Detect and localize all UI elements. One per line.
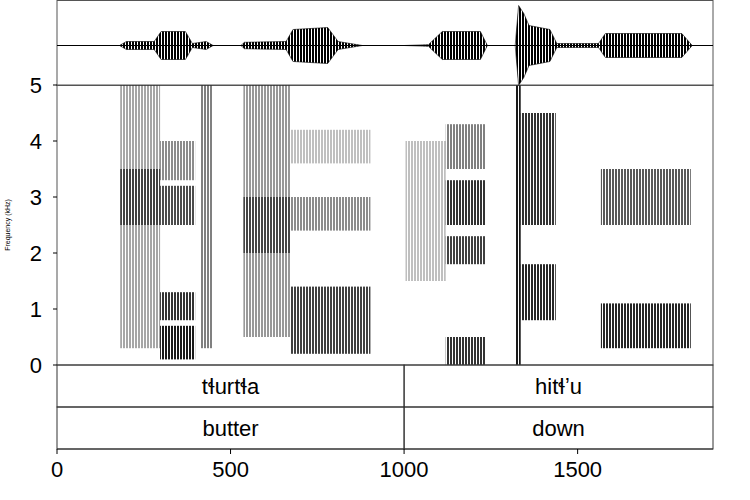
spectrogram-cell [601,303,691,348]
chart: 0 1 2 3 4 5 Frequency (kHz) tɬurtɬa hitɬʼu butter… [0,0,750,500]
spectrogram-cell [290,130,370,164]
spectrogram-cell [290,287,370,354]
x-axis [57,449,713,450]
tier-label: butter [202,416,258,441]
tier-interval [404,407,713,449]
spectrogram-cell [160,292,195,320]
spectrogram-cell [243,197,290,253]
y-tick-label: 1 [30,297,42,322]
tier-label: tɬurtɬa [202,374,260,399]
y-tick-label: 4 [30,129,42,154]
spectrogram-cell [516,85,521,365]
y-tick-label: 0 [30,353,42,378]
waveform-baseline [57,45,713,46]
x-tick [577,449,578,454]
x-tick-label: 1500 [553,457,602,482]
y-tick [53,309,57,310]
spectrogram-frame [57,85,713,365]
spectrogram-cell [200,85,212,348]
y-tick [53,85,57,86]
tier-label: hitɬʼu [535,374,582,399]
spectrogram-cell [601,169,691,225]
x-tick-label: 0 [51,457,63,482]
tier-interval [404,365,713,407]
spectrogram-cell [290,197,370,231]
spectrogram-cell [446,124,486,169]
tier-label: down [532,416,585,441]
y-tick [53,141,57,142]
spectrogram-cell [243,85,290,337]
x-tick [230,449,231,454]
y-tick [53,253,57,254]
y-axis-label: Frequency (kHz) [4,199,12,251]
spectrogram-cell [521,264,556,320]
spectrogram-cell [160,186,195,225]
spectrogram-cell [120,85,160,348]
tier-interval [57,407,404,449]
y-tick-label: 5 [30,73,42,98]
y-tick [53,197,57,198]
waveform-frame [57,1,713,86]
spectrogram-cell [446,337,486,365]
spectrogram-cell [405,141,445,281]
waveform [57,6,713,86]
spectrogram-cell [446,236,486,264]
x-tick-label: 500 [212,457,249,482]
y-tick-label: 2 [30,241,42,266]
y-tick-label: 3 [30,185,42,210]
spectrogram-cell [160,326,195,360]
plot-area [57,6,713,366]
y-tick [53,365,57,366]
x-tick [57,449,58,454]
spectrogram-cell [160,141,195,180]
spectrogram-cell [446,180,486,225]
x-tick-label: 1000 [380,457,429,482]
spectrogram-cell [521,113,556,225]
spectrogram-cell [120,169,160,225]
x-tick [404,449,405,454]
tier-interval [57,365,404,407]
